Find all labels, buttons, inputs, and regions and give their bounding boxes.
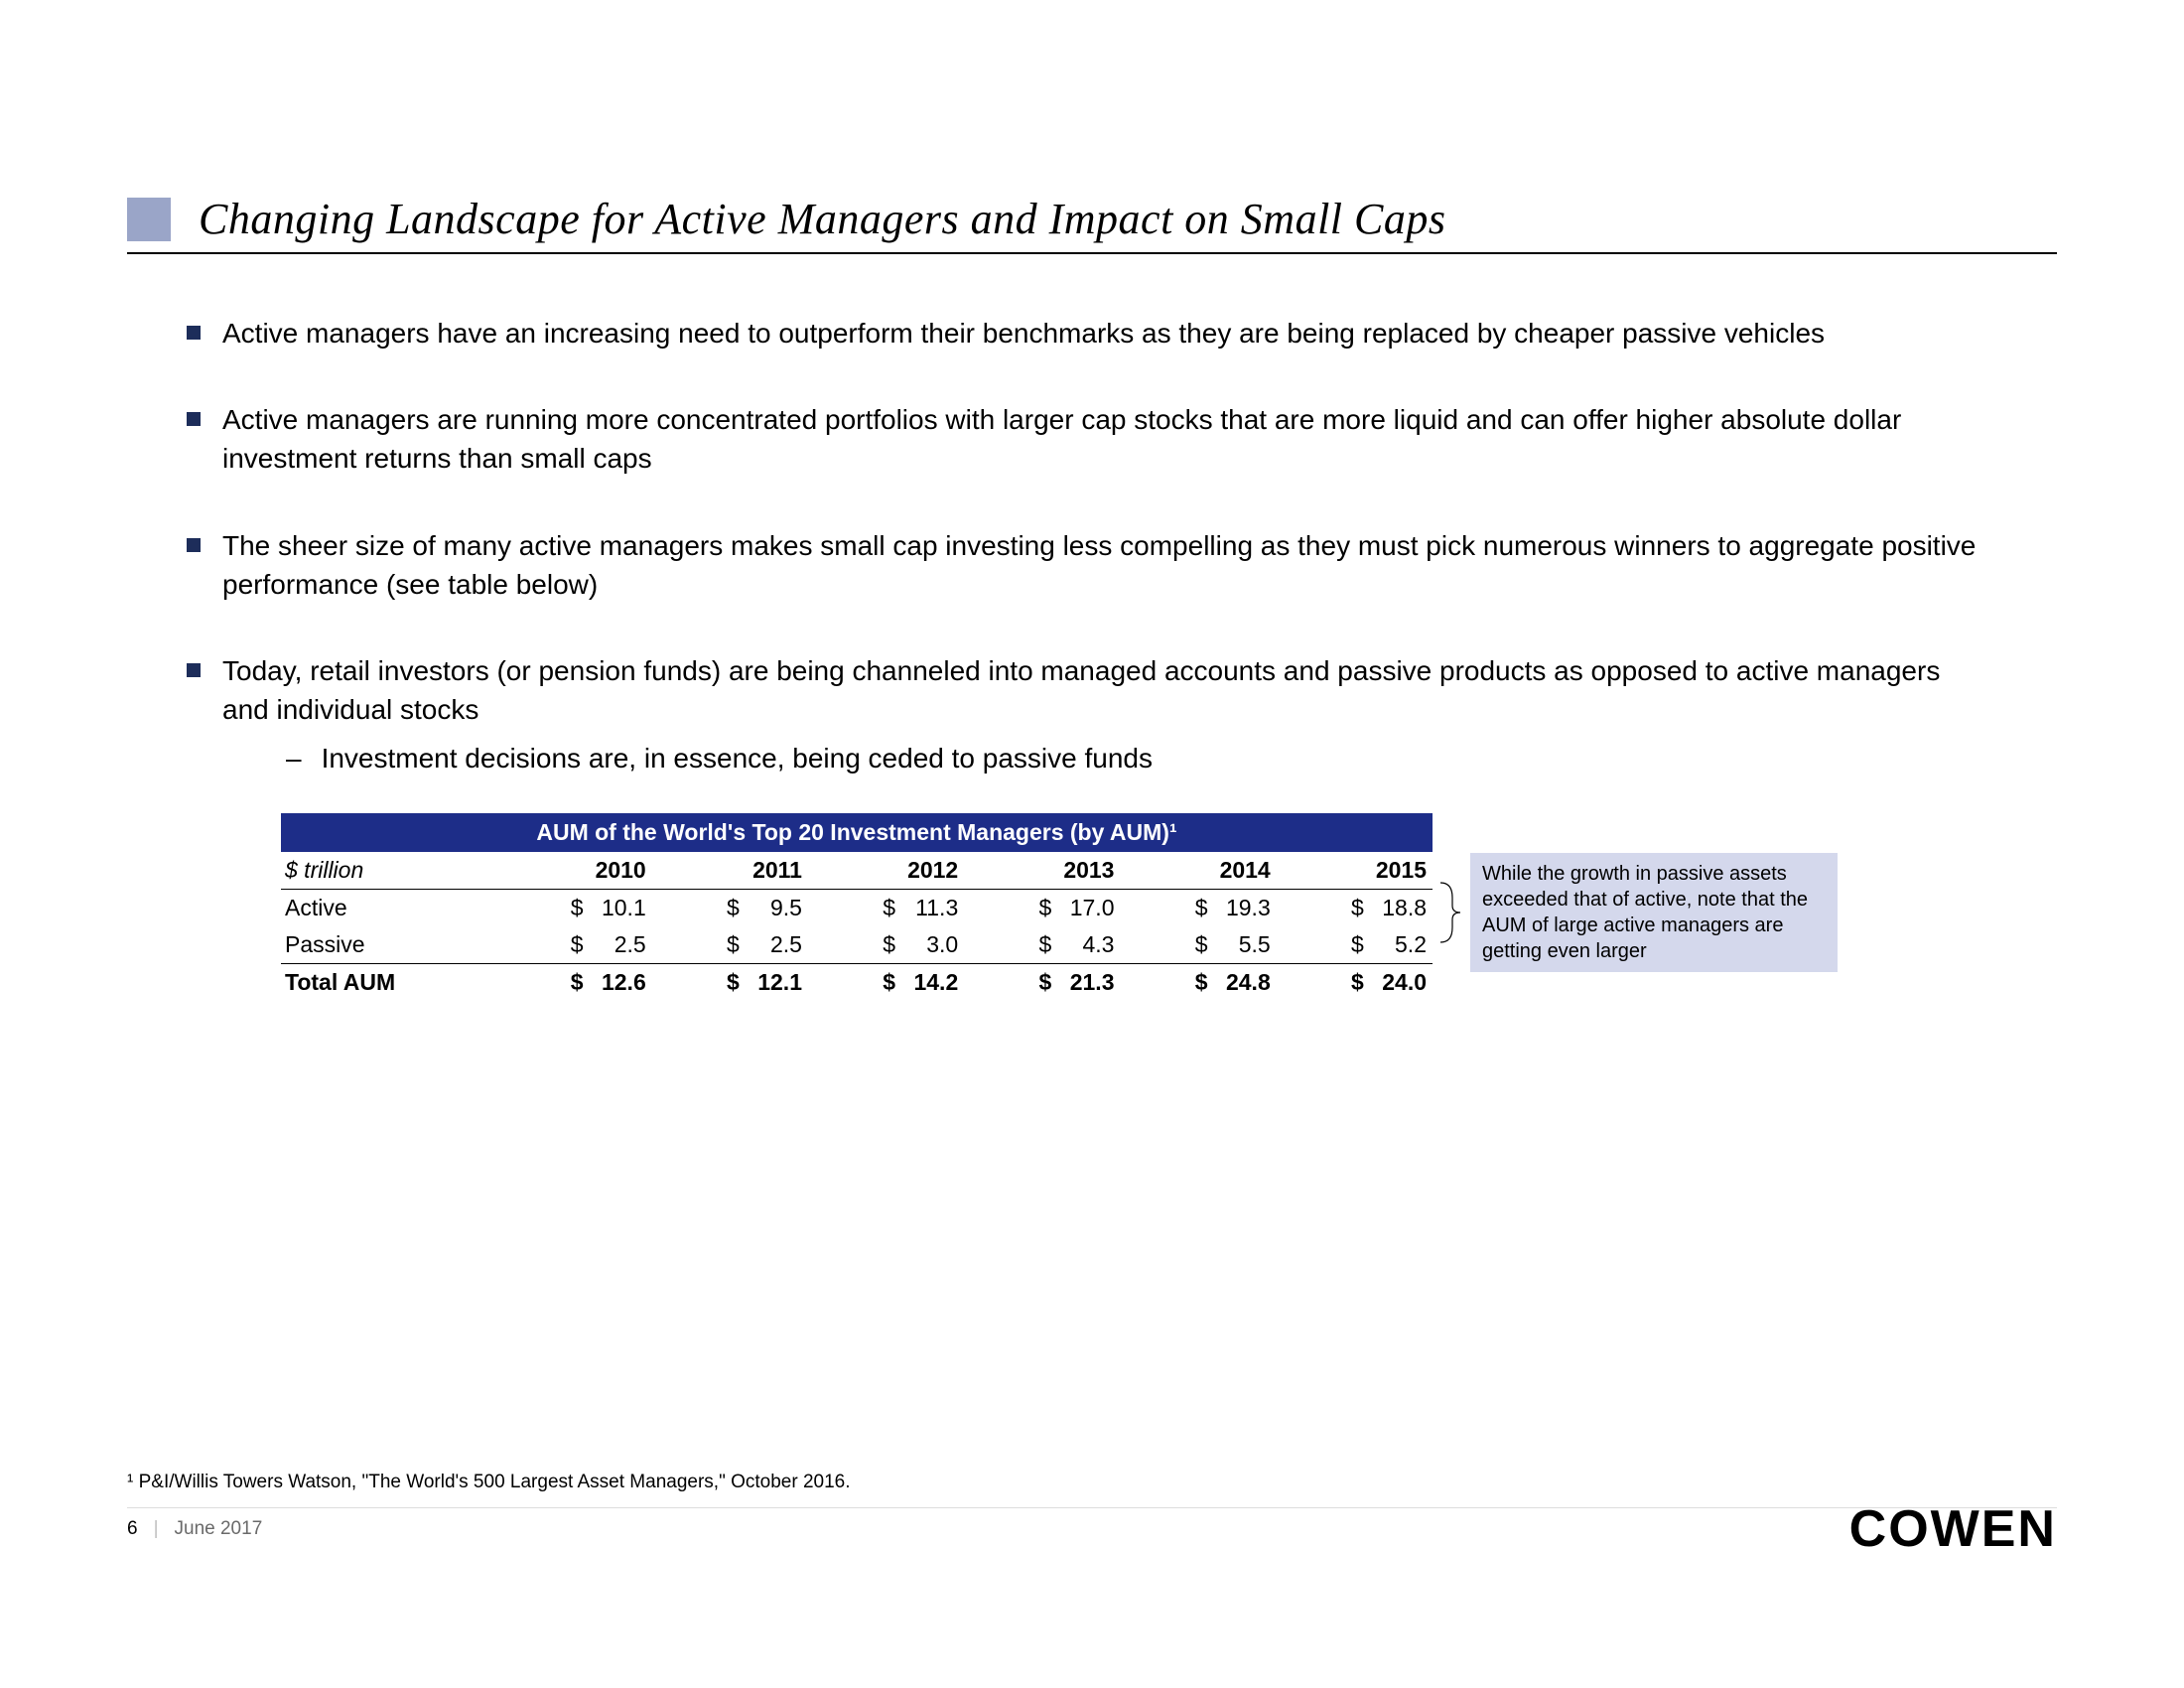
bullet-marker-icon — [187, 412, 201, 426]
table-row: Active$10.1$9.5$11.3$17.0$19.3$18.8 — [281, 889, 1433, 926]
table-year: 2010 — [495, 852, 651, 890]
title-square-icon — [127, 198, 171, 241]
table-cell: $18.8 — [1277, 889, 1433, 926]
sub-bullet-text: Investment decisions are, in essence, be… — [322, 739, 1153, 777]
table-cell: $12.1 — [652, 963, 808, 1001]
footer-row: 6 | June 2017 — [127, 1518, 2057, 1540]
bullet-marker-icon — [187, 663, 201, 677]
table-year: 2013 — [964, 852, 1120, 890]
table-cell: $4.3 — [964, 926, 1120, 964]
title-row: Changing Landscape for Active Managers a… — [127, 194, 2057, 254]
table-cell: $17.0 — [964, 889, 1120, 926]
bullet-marker-icon — [187, 538, 201, 552]
table-header-row: $ trillion 2010 2011 2012 2013 2014 2015 — [281, 852, 1433, 890]
table-cell: $14.2 — [808, 963, 964, 1001]
table-total-row: Total AUM$12.6$12.1$14.2$21.3$24.8$24.0 — [281, 963, 1433, 1001]
footer-area: ¹ P&I/Willis Towers Watson, "The World's… — [127, 1472, 2057, 1540]
table-cell: $11.3 — [808, 889, 964, 926]
table-year: 2015 — [1277, 852, 1433, 890]
table-row-label: Active — [281, 889, 495, 926]
table-cell: $24.0 — [1277, 963, 1433, 1001]
footer-date: June 2017 — [175, 1518, 263, 1540]
bullet-item: Active managers have an increasing need … — [187, 314, 1993, 352]
divider-icon: | — [154, 1518, 159, 1540]
brand-logo: COWEN — [1849, 1499, 2057, 1559]
bracket-icon — [1440, 883, 1460, 942]
aum-table-block: AUM of the World's Top 20 Investment Man… — [281, 813, 1433, 1001]
table-cell: $5.5 — [1120, 926, 1276, 964]
table-cell: $2.5 — [652, 926, 808, 964]
footnote-text: ¹ P&I/Willis Towers Watson, "The World's… — [127, 1472, 2057, 1493]
bullet-text: Today, retail investors (or pension fund… — [222, 651, 1993, 729]
bullet-text: The sheer size of many active managers m… — [222, 526, 1993, 604]
table-total-label: Total AUM — [281, 963, 495, 1001]
table-cell: $10.1 — [495, 889, 651, 926]
table-year: 2014 — [1120, 852, 1276, 890]
table-cell: $2.5 — [495, 926, 651, 964]
aum-table: $ trillion 2010 2011 2012 2013 2014 2015… — [281, 852, 1433, 1001]
table-title: AUM of the World's Top 20 Investment Man… — [281, 813, 1433, 852]
table-year: 2012 — [808, 852, 964, 890]
dash-icon: – — [286, 739, 302, 777]
callout-wrap: While the growth in passive assets excee… — [1440, 853, 1838, 972]
table-year: 2011 — [652, 852, 808, 890]
bullet-text: Active managers are running more concent… — [222, 400, 1993, 478]
bullet-item: Today, retail investors (or pension fund… — [187, 651, 1993, 729]
table-row: Passive$2.5$2.5$3.0$4.3$5.5$5.2 — [281, 926, 1433, 964]
page-title: Changing Landscape for Active Managers a… — [199, 194, 1446, 244]
table-unit-label: $ trillion — [281, 852, 495, 890]
callout-box: While the growth in passive assets excee… — [1470, 853, 1838, 972]
sub-bullet-item: – Investment decisions are, in essence, … — [286, 739, 1993, 777]
bullet-list: Active managers have an increasing need … — [187, 314, 1993, 778]
table-row-label: Passive — [281, 926, 495, 964]
table-cell: $12.6 — [495, 963, 651, 1001]
table-cell: $24.8 — [1120, 963, 1276, 1001]
table-area: AUM of the World's Top 20 Investment Man… — [127, 813, 2057, 1001]
slide-content: Changing Landscape for Active Managers a… — [127, 194, 2057, 1001]
footer-rule — [127, 1507, 2057, 1508]
table-cell: $19.3 — [1120, 889, 1276, 926]
bullet-item: The sheer size of many active managers m… — [187, 526, 1993, 604]
bullet-item: Active managers are running more concent… — [187, 400, 1993, 478]
table-cell: $5.2 — [1277, 926, 1433, 964]
table-cell: $21.3 — [964, 963, 1120, 1001]
table-cell: $9.5 — [652, 889, 808, 926]
page-number: 6 — [127, 1518, 138, 1540]
bullet-marker-icon — [187, 326, 201, 340]
bullet-text: Active managers have an increasing need … — [222, 314, 1993, 352]
table-cell: $3.0 — [808, 926, 964, 964]
